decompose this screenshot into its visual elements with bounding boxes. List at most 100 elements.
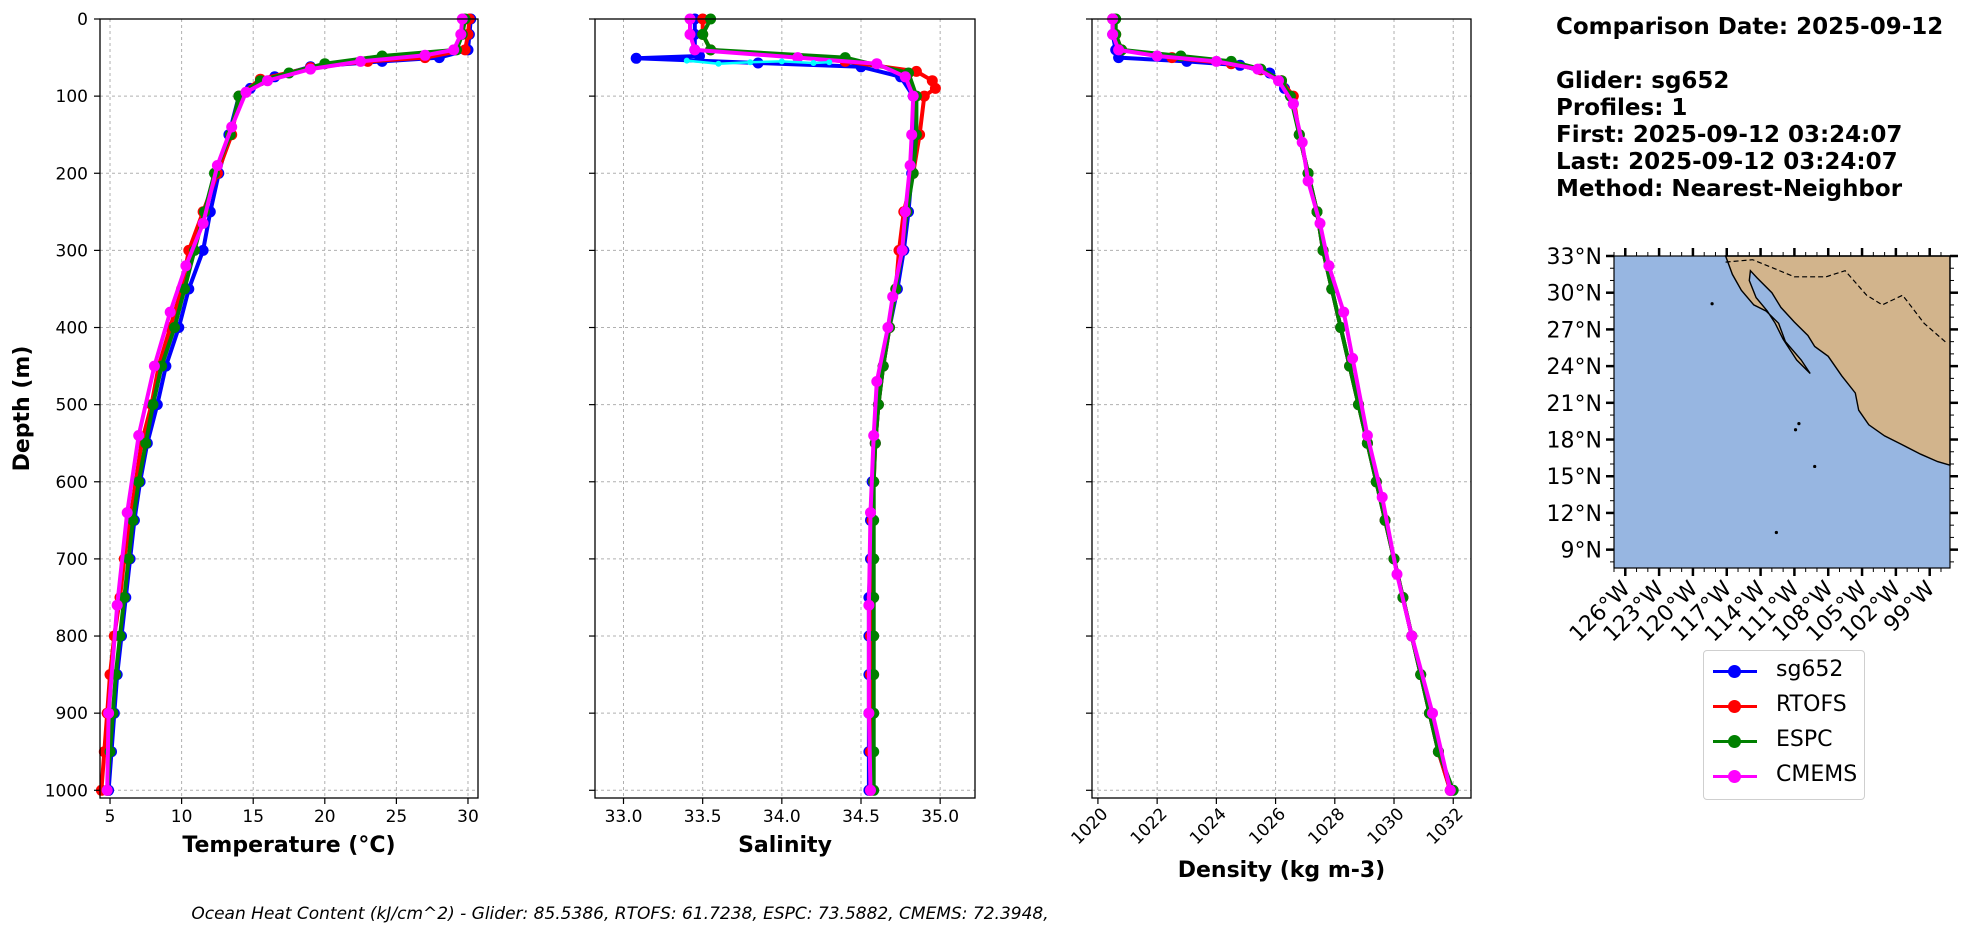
ocean-heat-content-caption: Ocean Heat Content (kJ/cm^2) - Glider: 8…	[191, 904, 1049, 924]
x-tick-label: 1020	[1068, 804, 1113, 849]
data-point	[103, 707, 115, 719]
series-line-espc	[105, 18, 468, 791]
data-point	[918, 90, 930, 102]
last-time: Last: 2025-09-12 03:24:07	[1556, 149, 1898, 175]
data-point	[123, 553, 135, 565]
x-tick-label: 10	[171, 807, 193, 827]
data-point	[868, 630, 880, 642]
data-point	[1361, 430, 1373, 441]
axes-frame	[1091, 18, 1472, 799]
y-tick-label: 700	[56, 550, 88, 570]
data-point	[114, 630, 126, 642]
x-tick-label: 35.0	[921, 807, 959, 827]
data-point	[169, 322, 180, 333]
x-tick-label: 5	[105, 807, 116, 827]
density-panel: 1020 1022 1024 1026 1028 1030 1032 Density (kg …	[1068, 13, 1472, 883]
legend-marker	[1728, 735, 1741, 748]
data-point	[929, 82, 941, 94]
data-point	[865, 507, 876, 519]
data-point	[810, 60, 817, 66]
y-tick-label: 800	[56, 627, 88, 647]
x-tick-label: 1028	[1304, 804, 1349, 849]
data-point	[1302, 175, 1314, 187]
data-point	[683, 57, 690, 64]
data-point	[826, 59, 833, 66]
x-tick-label: 34.0	[763, 807, 801, 827]
y-tick-label: 200	[56, 164, 88, 184]
legend-marker	[1728, 770, 1741, 783]
data-point	[882, 322, 894, 333]
salinity-panel: 33.0 33.5 34.0 34.5 35.0 Salinity	[589, 13, 976, 858]
data-point	[305, 63, 316, 75]
legend-marker	[1728, 700, 1741, 713]
lat-label: 18°N	[1547, 429, 1602, 454]
x-tick-label: 25	[386, 807, 408, 827]
data-point	[101, 784, 113, 796]
y-axis-label: Depth (m)	[10, 346, 35, 472]
data-point	[1427, 707, 1438, 719]
data-point	[240, 86, 252, 98]
data-point	[1210, 55, 1222, 67]
data-point	[180, 260, 192, 272]
legend-item-sg652: sg652	[1704, 655, 1864, 689]
data-point	[747, 59, 754, 66]
legend-label: ESPC	[1776, 727, 1833, 752]
map-frame	[1613, 255, 1951, 569]
island	[1797, 422, 1801, 426]
legend-label: RTOFS	[1776, 692, 1847, 717]
series-line-espc	[700, 18, 919, 791]
x-axis-label: Salinity	[738, 833, 832, 858]
lat-label: 21°N	[1547, 392, 1602, 417]
data-point	[887, 291, 899, 303]
lat-label: 15°N	[1547, 465, 1602, 490]
y-tick-label: 100	[56, 87, 88, 107]
data-point	[899, 71, 911, 83]
data-point	[1391, 568, 1403, 580]
lat-label: 12°N	[1547, 502, 1602, 527]
data-point	[863, 599, 875, 611]
series-line-cmems	[1110, 19, 1453, 791]
lat-label: 27°N	[1547, 318, 1602, 343]
data-point	[907, 90, 919, 102]
y-tick-label: 1000	[45, 781, 88, 801]
data-point	[355, 55, 367, 67]
location-map: 33°N30°N27°N24°N21°N18°N15°N12°N9°N126°W…	[1547, 245, 1958, 647]
legend-item-cmems: CMEMS	[1704, 760, 1864, 794]
x-tick-label: 1030	[1364, 804, 1409, 849]
data-point	[868, 430, 880, 441]
y-tick-label: 400	[56, 319, 88, 339]
x-tick-label: 1026	[1245, 804, 1290, 849]
data-point	[1296, 136, 1308, 148]
x-tick-label: 1024	[1186, 804, 1231, 849]
x-tick-label: 1032	[1423, 804, 1468, 849]
data-point	[1252, 63, 1264, 75]
data-point	[1287, 98, 1299, 110]
data-point	[164, 306, 176, 318]
data-point	[792, 52, 804, 64]
data-point	[127, 514, 139, 526]
island	[1774, 530, 1778, 535]
data-point	[1314, 217, 1326, 229]
data-point	[455, 28, 467, 40]
x-tick-label: 30	[457, 807, 479, 827]
data-point	[419, 49, 431, 61]
data-point	[1376, 491, 1388, 503]
method: Method: Nearest-Neighbor	[1556, 176, 1903, 202]
data-point	[111, 599, 123, 611]
data-point	[262, 75, 273, 87]
data-point	[140, 437, 152, 449]
glider-name: Glider: sg652	[1556, 68, 1730, 94]
data-point	[689, 44, 701, 56]
data-point	[133, 430, 145, 441]
data-point	[148, 360, 160, 372]
temperature-panel: 5 10 15 20 25 3001002003004005006007008009001…	[10, 10, 479, 858]
data-point	[448, 44, 460, 56]
data-point	[459, 44, 471, 56]
data-point	[1335, 322, 1347, 333]
legend: sg652 RTOFS ESPC CMEMS	[1703, 650, 1865, 800]
x-tick-label: 1022	[1127, 804, 1172, 849]
data-point	[868, 669, 880, 681]
x-tick-label: 33.5	[684, 807, 722, 827]
legend-label: CMEMS	[1776, 762, 1858, 787]
